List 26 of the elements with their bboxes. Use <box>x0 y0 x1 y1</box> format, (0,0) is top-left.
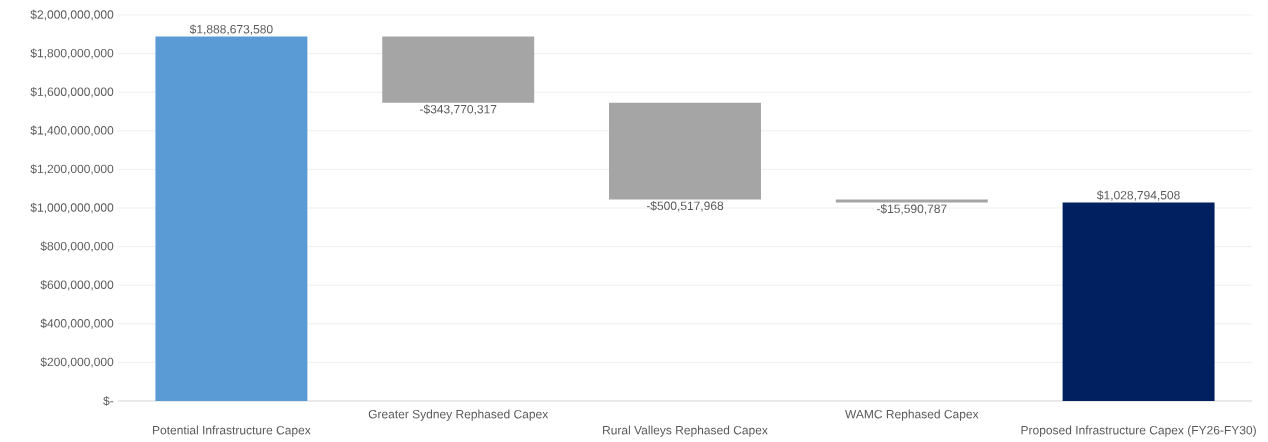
bar <box>382 36 535 103</box>
data-label: -$15,590,787 <box>876 204 947 215</box>
y-tick-label: $- <box>103 396 114 406</box>
bar <box>609 102 761 200</box>
x-tick-label: Potential Infrastructure Capex <box>153 425 311 437</box>
x-tick-label: Rural Valleys Rephased Capex <box>603 425 768 437</box>
x-tick-label: Greater Sydney Rephased Capex <box>368 409 549 421</box>
y-tick-label: $600,000,000 <box>40 279 114 291</box>
y-tick-label: $400,000,000 <box>40 318 114 329</box>
y-tick-label: $800,000,000 <box>40 241 114 252</box>
bar <box>155 36 308 401</box>
data-label: $1,888,673,580 <box>189 24 273 35</box>
x-tick-label: WAMC Rephased Capex <box>845 409 979 421</box>
y-tick-label: $1,600,000,000 <box>30 86 114 98</box>
y-tick-label: $200,000,000 <box>40 357 114 368</box>
data-label: -$343,770,317 <box>420 104 497 115</box>
y-tick-label: $1,400,000,000 <box>30 125 114 136</box>
y-tick-label: $1,200,000,000 <box>30 164 114 175</box>
y-tick-label: $2,000,000,000 <box>30 9 114 21</box>
data-label: $1,028,794,508 <box>1097 190 1180 201</box>
data-label: -$500,517,968 <box>646 201 724 212</box>
y-tick-label: $1,000,000,000 <box>30 202 114 214</box>
bar <box>1062 202 1215 401</box>
bar <box>835 199 988 203</box>
y-tick-label: $1,800,000,000 <box>30 48 114 59</box>
x-tick-label: Proposed Infrastructure Capex (FY26-FY30) <box>1021 425 1256 437</box>
